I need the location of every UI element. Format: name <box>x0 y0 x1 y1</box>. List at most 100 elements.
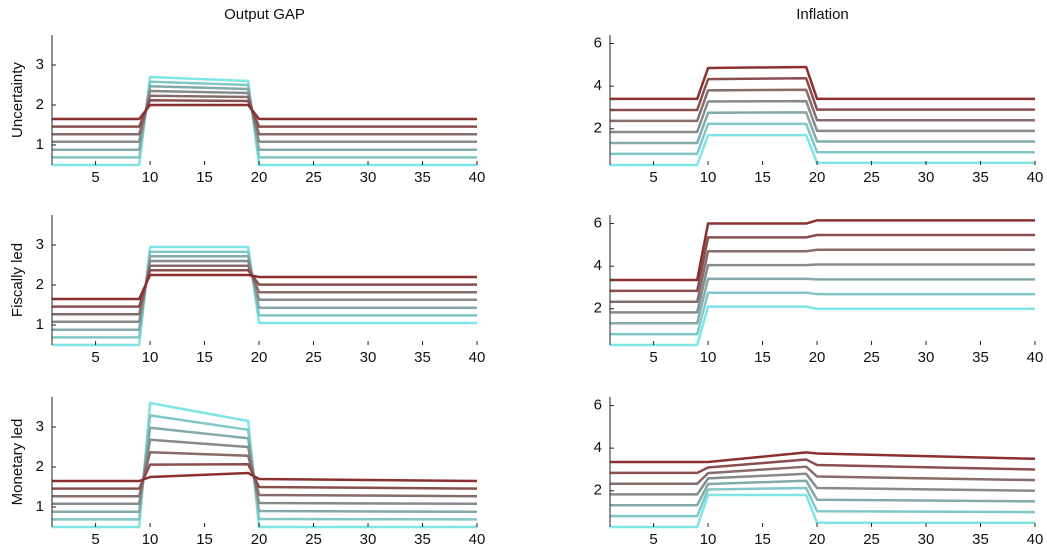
y-tick-label: 2 <box>594 482 602 499</box>
x-tick-label: 15 <box>754 349 771 366</box>
fan-line <box>52 273 477 301</box>
x-tick-label: 30 <box>918 349 935 366</box>
x-tick-label: 20 <box>251 349 268 366</box>
fan-line <box>610 465 1036 485</box>
x-tick-label: 25 <box>305 531 322 548</box>
x-tick-label: 15 <box>196 169 213 186</box>
fan-line <box>610 472 1036 496</box>
x-tick-label: 35 <box>972 349 989 366</box>
y-tick-label: 1 <box>36 498 44 515</box>
y-axis-label: Fiscally led <box>9 243 26 317</box>
y-tick-label: 4 <box>594 77 602 94</box>
y-tick-label: 1 <box>36 316 44 333</box>
x-tick-label: 5 <box>649 169 657 186</box>
x-tick-label: 10 <box>142 169 159 186</box>
x-tick-label: 40 <box>1027 349 1044 366</box>
fan-line <box>52 268 477 308</box>
y-tick-label: 2 <box>36 96 44 113</box>
fan-line <box>610 77 1035 112</box>
x-tick-label: 10 <box>142 531 159 548</box>
x-tick-label: 20 <box>251 531 268 548</box>
x-tick-label: 10 <box>700 349 717 366</box>
fan-line <box>52 426 478 514</box>
fan-line <box>52 254 477 332</box>
x-tick-label: 5 <box>649 349 657 366</box>
fan-line <box>610 305 1035 347</box>
fan-line <box>52 89 477 144</box>
y-tick-label: 6 <box>594 396 602 413</box>
fan-line <box>610 99 1035 134</box>
x-tick-label: 35 <box>414 531 431 548</box>
x-tick-label: 5 <box>91 531 99 548</box>
x-tick-label: 25 <box>863 169 880 186</box>
x-tick-label: 40 <box>469 531 486 548</box>
y-tick-label: 3 <box>36 236 44 253</box>
x-tick-label: 35 <box>972 531 989 548</box>
fan-line <box>610 493 1035 529</box>
x-tick-label: 5 <box>91 349 99 366</box>
fan-line <box>52 98 477 128</box>
y-tick-label: 6 <box>594 214 602 231</box>
panel-title: Inflation <box>796 6 849 23</box>
x-tick-label: 10 <box>700 531 717 548</box>
x-tick-label: 30 <box>360 349 377 366</box>
fan-line <box>610 486 1036 518</box>
y-tick-label: 1 <box>36 136 44 153</box>
x-tick-label: 35 <box>414 349 431 366</box>
fan-line <box>610 133 1035 167</box>
x-tick-label: 15 <box>754 169 771 186</box>
fan-line <box>610 122 1035 156</box>
fan-line <box>52 438 478 506</box>
fan-line <box>610 458 1036 475</box>
fan-line <box>52 259 477 324</box>
x-tick-label: 20 <box>251 169 268 186</box>
fan-line <box>52 103 477 121</box>
x-tick-label: 15 <box>754 531 771 548</box>
y-axis-label: Monetary led <box>9 419 26 506</box>
y-tick-label: 2 <box>36 458 44 475</box>
fan-line <box>52 401 477 529</box>
x-tick-label: 15 <box>196 349 213 366</box>
x-tick-label: 15 <box>196 531 213 548</box>
fan-line <box>610 451 1036 464</box>
y-tick-label: 4 <box>594 439 602 456</box>
fan-line <box>610 248 1035 303</box>
fan-line <box>610 111 1035 145</box>
x-tick-label: 40 <box>1027 169 1044 186</box>
x-tick-label: 40 <box>1027 531 1044 548</box>
x-tick-label: 30 <box>360 169 377 186</box>
fan-line <box>610 233 1035 293</box>
fan-line <box>52 264 477 316</box>
fan-line <box>52 414 478 521</box>
fan-line <box>610 291 1035 336</box>
x-tick-label: 10 <box>700 169 717 186</box>
fan-line <box>52 245 477 347</box>
fan-line <box>52 80 477 159</box>
fan-line <box>52 84 477 152</box>
panel-title: Output GAP <box>224 6 305 23</box>
fan-line <box>610 88 1035 123</box>
fan-line <box>610 65 1035 101</box>
x-tick-label: 30 <box>918 169 935 186</box>
x-tick-label: 35 <box>414 169 431 186</box>
y-tick-label: 3 <box>36 418 44 435</box>
x-tick-label: 20 <box>809 349 826 366</box>
fan-line <box>610 219 1035 282</box>
x-tick-label: 40 <box>469 349 486 366</box>
x-tick-label: 40 <box>469 169 486 186</box>
x-tick-label: 5 <box>91 169 99 186</box>
x-tick-label: 10 <box>142 349 159 366</box>
fan-line <box>52 462 478 490</box>
x-tick-label: 25 <box>305 349 322 366</box>
x-tick-label: 5 <box>649 531 657 548</box>
y-tick-label: 4 <box>594 257 602 274</box>
fan-line <box>52 250 477 339</box>
x-tick-label: 30 <box>918 531 935 548</box>
x-tick-label: 25 <box>863 531 880 548</box>
x-tick-label: 20 <box>809 169 826 186</box>
fan-line <box>52 450 478 498</box>
y-tick-label: 6 <box>594 34 602 51</box>
y-tick-label: 2 <box>594 120 602 137</box>
y-tick-label: 2 <box>594 300 602 317</box>
